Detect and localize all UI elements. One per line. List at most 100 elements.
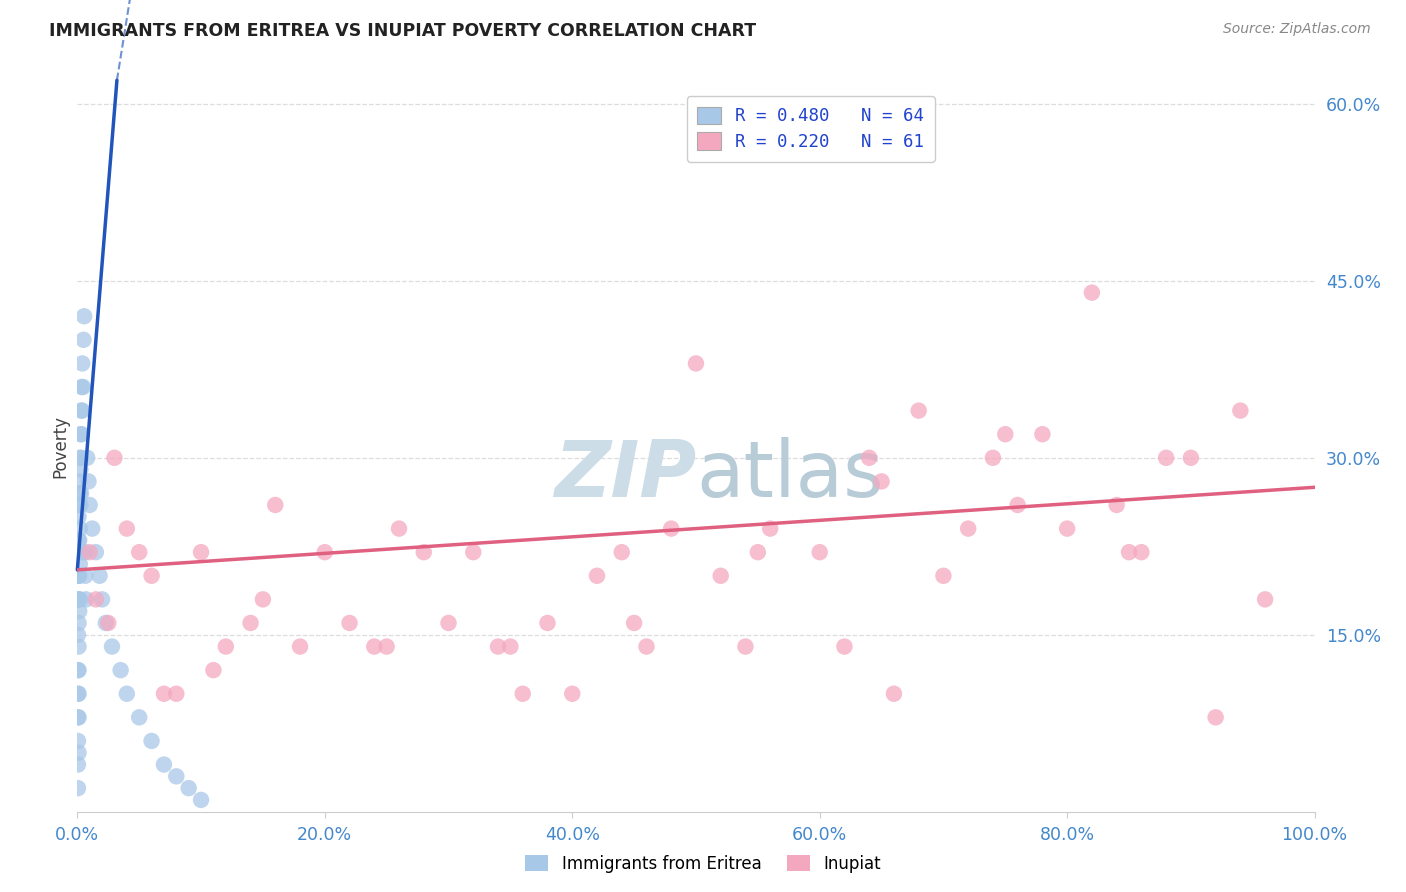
Point — [94, 615, 117, 630]
Point — [1180, 450, 1202, 465]
Point — [1007, 498, 1029, 512]
Point — [128, 545, 150, 559]
Point — [437, 615, 460, 630]
Point — [141, 734, 163, 748]
Point — [858, 450, 880, 465]
Point — [115, 522, 138, 536]
Point — [75, 592, 97, 607]
Point — [1154, 450, 1177, 465]
Point — [994, 427, 1017, 442]
Point — [97, 615, 120, 630]
Point — [79, 498, 101, 512]
Point — [202, 663, 225, 677]
Point — [69, 557, 91, 571]
Point — [72, 333, 94, 347]
Point — [70, 450, 93, 465]
Point — [75, 568, 97, 582]
Point — [67, 533, 90, 548]
Point — [67, 746, 90, 760]
Point — [734, 640, 756, 654]
Text: Source: ZipAtlas.com: Source: ZipAtlas.com — [1223, 22, 1371, 37]
Point — [66, 628, 89, 642]
Point — [1105, 498, 1128, 512]
Point — [1118, 545, 1140, 559]
Point — [67, 592, 90, 607]
Point — [67, 498, 90, 512]
Point — [239, 615, 262, 630]
Legend: R = 0.480   N = 64, R = 0.220   N = 61: R = 0.480 N = 64, R = 0.220 N = 61 — [686, 96, 935, 161]
Point — [67, 533, 90, 548]
Point — [66, 781, 89, 796]
Point — [165, 769, 187, 783]
Point — [636, 640, 658, 654]
Point — [1081, 285, 1104, 300]
Point — [76, 450, 98, 465]
Point — [190, 793, 212, 807]
Point — [69, 427, 91, 442]
Point — [907, 403, 929, 417]
Point — [153, 757, 176, 772]
Point — [190, 545, 212, 559]
Point — [932, 568, 955, 582]
Point — [69, 462, 91, 476]
Point — [1130, 545, 1153, 559]
Point — [69, 522, 91, 536]
Point — [1229, 403, 1251, 417]
Point — [610, 545, 633, 559]
Point — [66, 757, 89, 772]
Text: ZIP: ZIP — [554, 437, 696, 513]
Point — [66, 568, 89, 582]
Point — [67, 687, 90, 701]
Point — [103, 450, 125, 465]
Point — [70, 380, 93, 394]
Point — [67, 663, 90, 677]
Point — [710, 568, 733, 582]
Point — [67, 475, 90, 489]
Legend: Immigrants from Eritrea, Inupiat: Immigrants from Eritrea, Inupiat — [519, 848, 887, 880]
Point — [69, 486, 91, 500]
Point — [101, 640, 124, 654]
Point — [177, 781, 200, 796]
Point — [82, 522, 104, 536]
Point — [84, 545, 107, 559]
Point — [1056, 522, 1078, 536]
Point — [73, 545, 96, 559]
Point — [759, 522, 782, 536]
Point — [72, 403, 94, 417]
Point — [1205, 710, 1227, 724]
Point — [623, 615, 645, 630]
Point — [252, 592, 274, 607]
Point — [66, 545, 89, 559]
Point — [165, 687, 187, 701]
Point — [264, 498, 287, 512]
Point — [659, 522, 682, 536]
Point — [79, 545, 101, 559]
Text: IMMIGRANTS FROM ERITREA VS INUPIAT POVERTY CORRELATION CHART: IMMIGRANTS FROM ERITREA VS INUPIAT POVER… — [49, 22, 756, 40]
Point — [957, 522, 980, 536]
Point — [115, 687, 138, 701]
Y-axis label: Poverty: Poverty — [51, 415, 69, 477]
Point — [66, 592, 89, 607]
Point — [128, 710, 150, 724]
Point — [561, 687, 583, 701]
Point — [981, 450, 1004, 465]
Point — [463, 545, 485, 559]
Point — [685, 356, 707, 370]
Point — [72, 380, 94, 394]
Point — [883, 687, 905, 701]
Point — [314, 545, 336, 559]
Point — [339, 615, 361, 630]
Point — [808, 545, 831, 559]
Point — [375, 640, 398, 654]
Point — [499, 640, 522, 654]
Point — [110, 663, 132, 677]
Point — [67, 568, 90, 582]
Point — [67, 604, 90, 618]
Point — [388, 522, 411, 536]
Point — [91, 592, 114, 607]
Point — [66, 710, 89, 724]
Point — [486, 640, 509, 654]
Point — [363, 640, 385, 654]
Point — [747, 545, 769, 559]
Point — [84, 592, 107, 607]
